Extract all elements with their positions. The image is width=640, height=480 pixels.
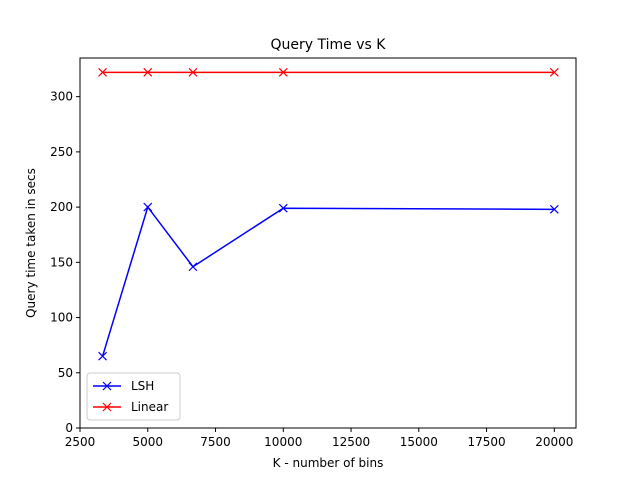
data-point-lsh: [143, 202, 153, 212]
y-tick-label: 150: [50, 255, 73, 269]
legend-item-lsh: LSH: [93, 379, 154, 393]
legend-label: Linear: [131, 400, 168, 414]
x-tick-label: 17500: [467, 435, 505, 449]
y-tick-label: 0: [65, 421, 73, 435]
x-tick-label: 10000: [264, 435, 302, 449]
plot-frame: [79, 57, 577, 429]
data-point-lsh: [278, 203, 288, 213]
data-point-linear: [549, 67, 559, 77]
y-tick-label: 200: [50, 200, 73, 214]
x-axis-ticks: 2500 5000 7500 10000 12500 15000 17500 20000: [65, 428, 573, 449]
y-tick-label: 300: [50, 90, 73, 104]
y-tick-label: 100: [50, 311, 73, 325]
legend-label: LSH: [131, 379, 154, 393]
series-layer: [98, 67, 559, 361]
x-tick-label: 20000: [535, 435, 573, 449]
legend-marker: [102, 402, 112, 412]
x-tick-label: 7500: [200, 435, 231, 449]
x-tick-label: 12500: [332, 435, 370, 449]
data-point-lsh: [549, 204, 559, 214]
y-tick-label: 250: [50, 145, 73, 159]
x-tick-label: 5000: [132, 435, 163, 449]
legend-box: [86, 372, 181, 421]
x-axis-label: K - number of bins: [273, 456, 384, 470]
data-point-linear: [143, 67, 153, 77]
x-tick-label: 2500: [65, 435, 96, 449]
legend: LSH Linear: [86, 372, 181, 421]
chart-title: Query Time vs K: [271, 37, 387, 53]
data-point-lsh: [188, 262, 198, 272]
legend-marker: [102, 381, 112, 391]
legend-item-linear: Linear: [93, 400, 168, 414]
data-point-linear: [188, 67, 198, 77]
x-tick-label: 15000: [400, 435, 438, 449]
y-axis-ticks: 0 50 100 150 200 250 300: [50, 90, 80, 435]
y-axis-label: Query time taken in secs: [24, 168, 38, 318]
plot-area: [80, 58, 576, 428]
data-point-linear: [98, 67, 108, 77]
y-tick-label: 50: [58, 366, 73, 380]
data-point-lsh: [98, 351, 108, 361]
data-point-linear: [278, 67, 288, 77]
